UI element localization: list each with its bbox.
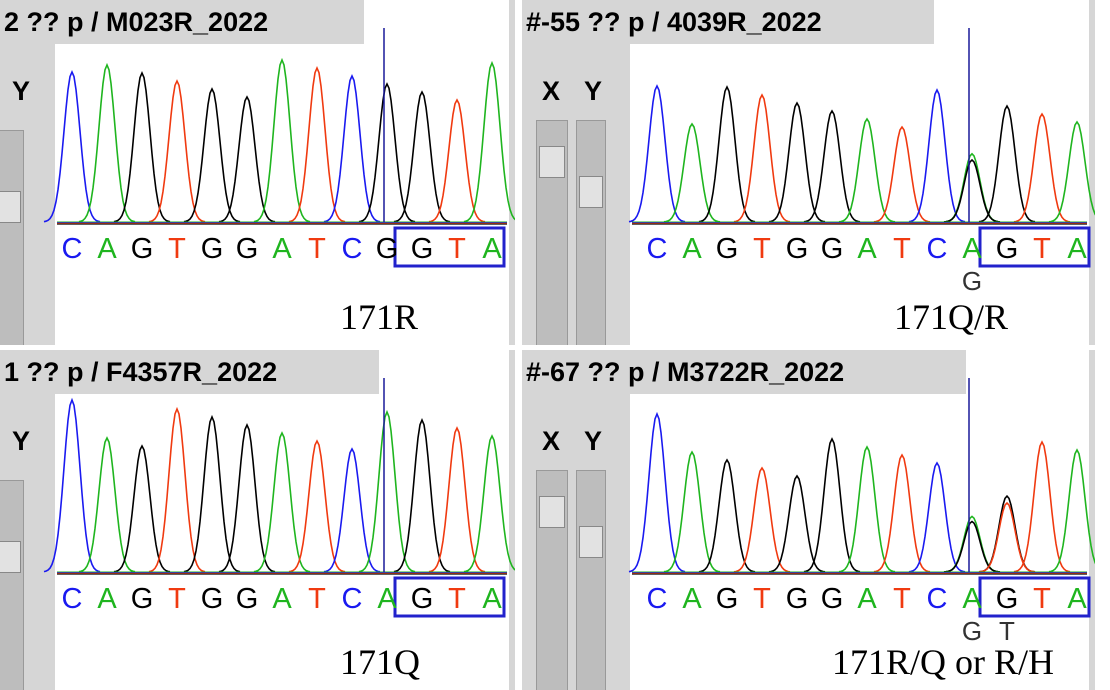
panel: YCAGTGGATCGGTA171R2 ?? p / M023R_2022: [0, 0, 515, 345]
base-call: A: [682, 583, 702, 615]
base-call: T: [753, 233, 771, 265]
base-call: G: [411, 583, 434, 615]
base-call: C: [342, 233, 363, 265]
trace-peak: [44, 400, 100, 572]
base-call: G: [201, 233, 224, 265]
panel-label: 171R/Q or R/H: [832, 642, 1054, 682]
base-call: A: [682, 233, 702, 265]
base-call: T: [168, 233, 186, 265]
base-call: A: [962, 233, 982, 265]
base-call: G: [996, 583, 1019, 615]
trace-peak: [944, 522, 1000, 572]
base-call: C: [342, 583, 363, 615]
trace-peak: [979, 496, 1035, 572]
base-call: G: [131, 583, 154, 615]
base-call: A: [962, 583, 982, 615]
base-call: T: [1033, 233, 1051, 265]
trace-peak: [664, 124, 720, 222]
base-call: A: [1067, 233, 1087, 265]
base-call: G: [236, 583, 259, 615]
base-call: A: [482, 233, 502, 265]
base-call: T: [1033, 583, 1051, 615]
panel-label: 171Q: [340, 642, 420, 682]
base-call: T: [308, 583, 326, 615]
base-call: A: [272, 583, 292, 615]
trace-peak: [629, 86, 685, 222]
panel-label: 171Q/R: [894, 297, 1008, 337]
base-call: C: [647, 583, 668, 615]
base-call: A: [97, 233, 117, 265]
base-call: G: [716, 583, 739, 615]
base-call: A: [857, 233, 877, 265]
base-call: C: [647, 233, 668, 265]
trace-peak: [1049, 122, 1095, 222]
base-call: G: [411, 233, 434, 265]
base-call: T: [893, 583, 911, 615]
secondary-call: G: [962, 266, 982, 296]
panel-title: #-67 ?? p / M3722R_2022: [522, 350, 966, 394]
trace-peak: [944, 516, 1000, 572]
base-call: G: [376, 233, 399, 265]
base-call: C: [927, 583, 948, 615]
base-call: C: [62, 583, 83, 615]
base-call: A: [482, 583, 502, 615]
panel-title: 1 ?? p / F4357R_2022: [0, 350, 379, 394]
base-call: T: [308, 233, 326, 265]
base-call: A: [97, 583, 117, 615]
trace-peak: [464, 436, 515, 572]
panel-title: 2 ?? p / M023R_2022: [0, 0, 364, 44]
base-call: A: [857, 583, 877, 615]
base-call: G: [821, 233, 844, 265]
base-call: G: [786, 583, 809, 615]
base-call: G: [716, 233, 739, 265]
panel: YCAGTGGATCAGTA171Q1 ?? p / F4357R_2022: [0, 350, 515, 690]
trace-peak: [629, 414, 685, 572]
base-call: A: [272, 233, 292, 265]
base-call: C: [927, 233, 948, 265]
trace-peak: [909, 90, 965, 222]
panel-label: 171R: [340, 297, 418, 337]
base-call: G: [236, 233, 259, 265]
figure: YCAGTGGATCGGTA171R2 ?? p / M023R_2022XYC…: [0, 0, 1110, 690]
base-call: T: [448, 583, 466, 615]
base-call: G: [201, 583, 224, 615]
base-call: G: [996, 233, 1019, 265]
base-call: T: [753, 583, 771, 615]
base-call: A: [377, 583, 397, 615]
panel-title: #-55 ?? p / 4039R_2022: [522, 0, 934, 44]
trace-peak: [944, 160, 1000, 222]
base-call: T: [168, 583, 186, 615]
base-call: A: [1067, 583, 1087, 615]
trace-peak: [1049, 450, 1095, 572]
base-call: C: [62, 233, 83, 265]
base-call: G: [821, 583, 844, 615]
base-call: T: [893, 233, 911, 265]
base-call: G: [131, 233, 154, 265]
trace-peak: [944, 154, 1000, 222]
base-call: G: [786, 233, 809, 265]
base-call: T: [448, 233, 466, 265]
